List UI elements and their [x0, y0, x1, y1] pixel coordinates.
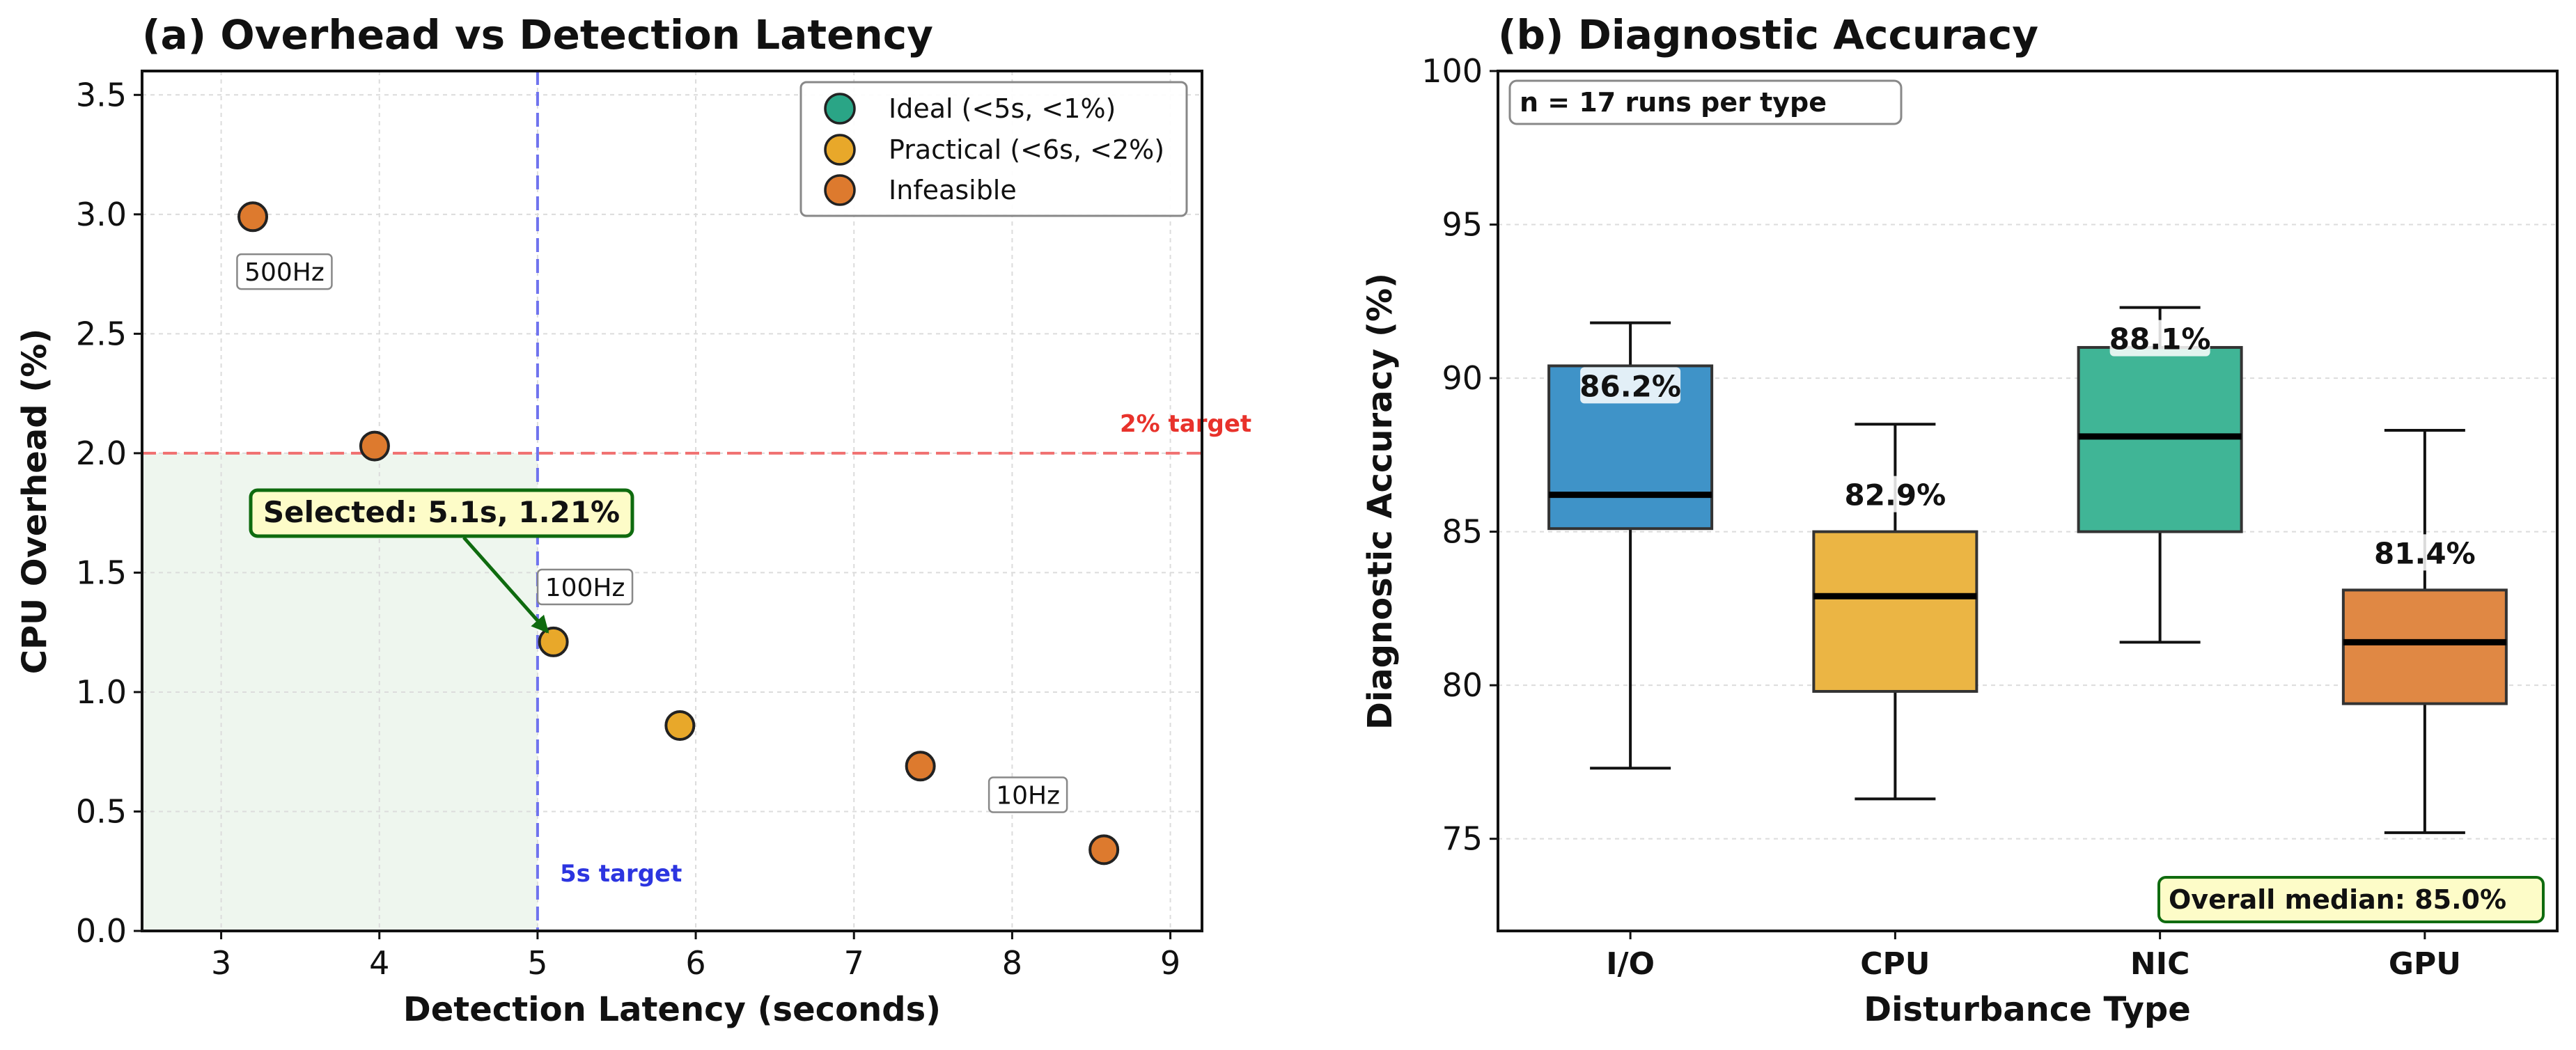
- legend-label-infeasible: Infeasible: [889, 175, 1017, 205]
- y-tick-label: 3.0: [76, 196, 127, 233]
- y-tick-label: 2.0: [76, 434, 127, 472]
- point-labels: 500Hz 100Hz 10Hz: [236, 253, 1068, 813]
- summary-box: Overall median: 85.0%: [2157, 876, 2545, 923]
- panel-b-title: (b) Diagnostic Accuracy: [1498, 11, 2038, 58]
- summary-box-frame: [2157, 876, 2545, 923]
- box-nic: 88.1%: [2077, 306, 2243, 644]
- info-box: n = 17 runs per type: [1508, 79, 1903, 125]
- x-tick-label: 5: [527, 944, 547, 982]
- y-tick-label: 85: [1442, 513, 1483, 551]
- x-tick-label: NIC: [2130, 946, 2190, 982]
- info-box-frame: [1508, 79, 1903, 125]
- y-tick-label: 0.5: [76, 792, 127, 830]
- selected-arrow: [462, 536, 549, 634]
- legend-frame: [799, 81, 1188, 217]
- median-label: 82.9%: [1845, 478, 1946, 512]
- y-axis-label: CPU Overhead (%): [15, 329, 54, 675]
- plot-frame: [141, 70, 1203, 932]
- x-tick-label: 7: [844, 944, 864, 982]
- median-label: 88.1%: [2109, 322, 2211, 356]
- grid: [142, 71, 1202, 932]
- point-label-box: [536, 568, 634, 606]
- y-tick-label: 1.0: [76, 673, 127, 711]
- legend: Ideal (<5s, <1%) Practical (<6s, <2%) In…: [799, 81, 1188, 217]
- legend-label-practical: Practical (<6s, <2%): [889, 134, 1164, 165]
- data-point-infeasible: [905, 751, 936, 782]
- data-point-practical: [538, 626, 569, 657]
- point-label-box: [236, 253, 333, 290]
- box-plots: 86.2% 82.9% 88.1% 81.4%: [1547, 111, 2508, 834]
- selected-annotation-text: Selected: 5.1s, 1.21%: [263, 495, 620, 529]
- data-points: [237, 201, 1120, 865]
- y-tick-label: 90: [1442, 359, 1483, 397]
- x-tick-label: 8: [1002, 944, 1022, 982]
- legend-marker-practical: [824, 134, 856, 166]
- legend-label-ideal: Ideal (<5s, <1%): [889, 93, 1116, 124]
- y-axis-label: Diagnostic Accuracy (%): [1361, 273, 1400, 730]
- x-tick-label: 9: [1160, 944, 1180, 982]
- scatter-panel: (a) Overhead vs Detection Latency 2% tar…: [15, 11, 1251, 1029]
- legend-marker-ideal: [824, 93, 856, 125]
- y-tick-label: 0.0: [76, 912, 127, 950]
- x-axis-label: Detection Latency (seconds): [403, 990, 941, 1029]
- point-label: 100Hz: [545, 574, 625, 602]
- median-label-bg: [2374, 534, 2475, 571]
- x-tick-label: CPU: [1860, 946, 1930, 982]
- median-label-bg: [2109, 320, 2210, 356]
- y-tick-label: 80: [1442, 666, 1483, 704]
- median-label: 86.2%: [1579, 369, 1681, 403]
- point-label: 10Hz: [996, 781, 1060, 810]
- summary-box-text: Overall median: 85.0%: [2169, 884, 2506, 915]
- iqr-box: [1812, 530, 1978, 693]
- data-point-infeasible: [237, 201, 269, 233]
- selected-annotation-box: [249, 488, 634, 538]
- y-tick-label: 2.5: [76, 315, 127, 352]
- x-tick-label: 6: [685, 944, 705, 982]
- data-point-infeasible: [1088, 834, 1120, 865]
- box-cpu: 82.9%: [1812, 423, 1978, 801]
- data-point-practical: [664, 710, 696, 741]
- axis-ticks: 75 80 85 90 95 100 I/O CPU NIC GPU: [1421, 52, 2461, 982]
- x-tick-label: 3: [211, 944, 231, 982]
- x-tick-label: I/O: [1606, 946, 1655, 982]
- median-label: 81.4%: [2374, 536, 2476, 570]
- info-box-text: n = 17 runs per type: [1520, 87, 1827, 118]
- legend-marker-infeasible: [824, 174, 856, 206]
- y-tick-label: 95: [1442, 206, 1483, 244]
- y-tick-label: 1.5: [76, 554, 127, 591]
- box-io: 86.2%: [1547, 111, 1714, 770]
- x-tick-label: 4: [369, 944, 389, 982]
- point-label-box: [988, 776, 1068, 813]
- data-point-infeasible: [359, 430, 390, 462]
- two-percent-target-label: 2% target: [1120, 410, 1251, 438]
- x-tick-label: GPU: [2389, 946, 2461, 982]
- box-gpu: 81.4%: [2341, 429, 2508, 834]
- median-label-bg: [1845, 476, 1946, 512]
- five-second-target-label: 5s target: [560, 860, 682, 888]
- x-axis-label: Disturbance Type: [1864, 990, 2191, 1029]
- point-label: 500Hz: [244, 258, 325, 287]
- boxplot-panel: (b) Diagnostic Accuracy 75 80 85 90 95 100 I/O…: [1361, 11, 2559, 1029]
- y-tick-label: 3.5: [76, 76, 127, 113]
- iqr-box: [2341, 588, 2508, 705]
- y-tick-label: 100: [1421, 52, 1483, 90]
- panel-a-title: (a) Overhead vs Detection Latency: [142, 11, 933, 58]
- plot-frame: [1497, 70, 2559, 932]
- y-tick-label: 75: [1442, 820, 1483, 858]
- median-label-bg: [1580, 367, 1681, 404]
